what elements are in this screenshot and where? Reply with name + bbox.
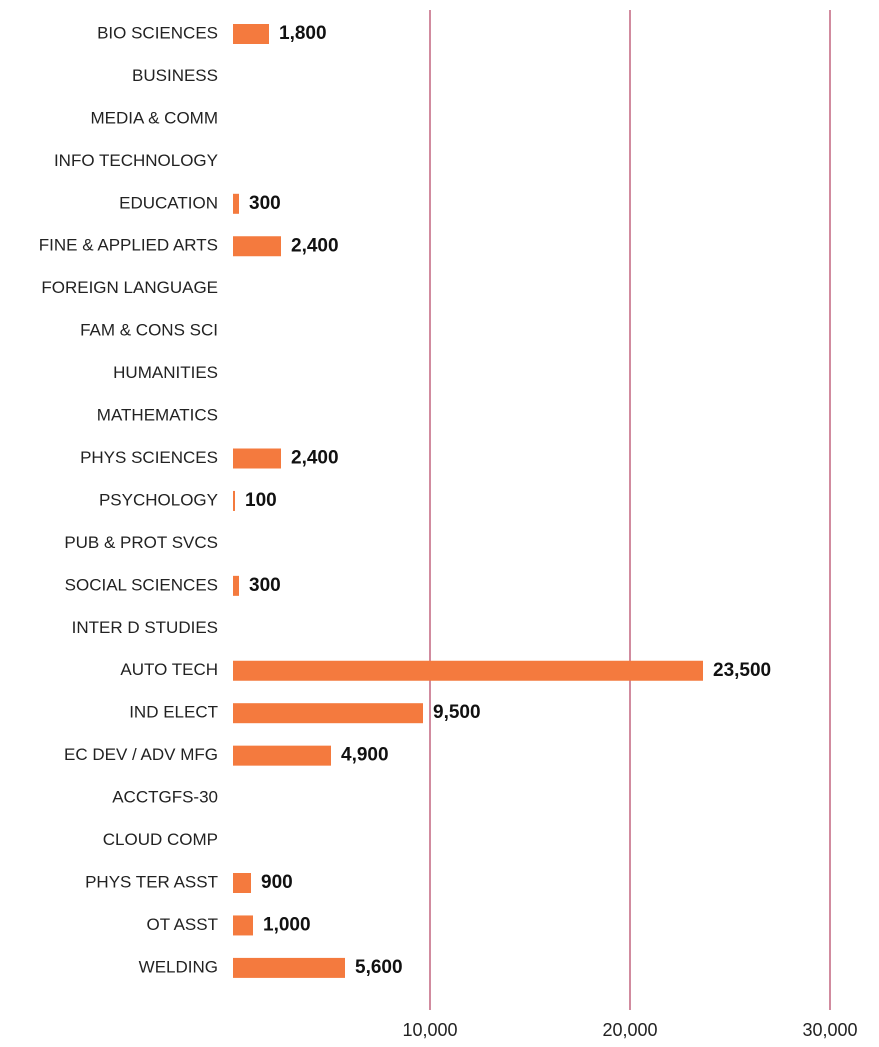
category-label: BUSINESS bbox=[132, 66, 218, 85]
category-label: PUB & PROT SVCS bbox=[64, 533, 218, 552]
category-label: HUMANITIES bbox=[113, 363, 218, 382]
bar bbox=[233, 703, 423, 724]
x-tick-label: 10,000 bbox=[402, 1020, 457, 1040]
category-label: PSYCHOLOGY bbox=[99, 490, 218, 509]
value-label: 2,400 bbox=[291, 448, 339, 469]
bar bbox=[233, 957, 345, 978]
bar bbox=[233, 448, 281, 469]
value-label: 1,800 bbox=[279, 23, 327, 44]
category-label: OT ASST bbox=[147, 915, 219, 934]
bar bbox=[233, 873, 251, 893]
bar bbox=[233, 745, 331, 766]
value-label: 1,000 bbox=[263, 914, 311, 935]
bar bbox=[233, 490, 235, 511]
category-label: MEDIA & COMM bbox=[90, 108, 218, 127]
category-label: AUTO TECH bbox=[120, 660, 218, 679]
bar bbox=[233, 193, 239, 214]
category-label: EDUCATION bbox=[119, 193, 218, 212]
bar bbox=[233, 236, 281, 257]
category-label: CLOUD COMP bbox=[103, 830, 218, 849]
bar bbox=[233, 575, 239, 596]
category-label: PHYS TER ASST bbox=[85, 872, 218, 891]
value-label: 9,500 bbox=[433, 702, 481, 723]
category-label: INFO TECHNOLOGY bbox=[54, 151, 218, 170]
category-label: PHYS SCIENCES bbox=[80, 448, 218, 467]
bar bbox=[233, 915, 253, 936]
value-label: 300 bbox=[249, 575, 281, 596]
value-label: 23,500 bbox=[713, 660, 771, 681]
category-label: WELDING bbox=[139, 957, 218, 976]
bar bbox=[233, 24, 269, 44]
category-label: FAM & CONS SCI bbox=[80, 321, 218, 340]
category-label: FINE & APPLIED ARTS bbox=[39, 236, 218, 255]
category-label: SOCIAL SCIENCES bbox=[65, 575, 218, 594]
category-label: BIO SCIENCES bbox=[97, 23, 218, 42]
value-label: 300 bbox=[249, 193, 281, 214]
category-label: INTER D STUDIES bbox=[72, 618, 218, 637]
x-tick-label: 20,000 bbox=[602, 1020, 657, 1040]
value-label: 100 bbox=[245, 490, 277, 511]
category-label: ACCTGFS-30 bbox=[112, 788, 218, 807]
value-label: 4,900 bbox=[341, 745, 389, 766]
category-label: MATHEMATICS bbox=[97, 406, 218, 425]
x-tick-label: 30,000 bbox=[802, 1020, 857, 1040]
value-label: 900 bbox=[261, 872, 293, 893]
value-label: 5,600 bbox=[355, 957, 403, 978]
category-label: FOREIGN LANGUAGE bbox=[41, 278, 218, 297]
value-label: 2,400 bbox=[291, 235, 339, 256]
category-label: IND ELECT bbox=[129, 703, 218, 722]
bar bbox=[233, 660, 703, 681]
category-label: EC DEV / ADV MFG bbox=[64, 745, 218, 764]
